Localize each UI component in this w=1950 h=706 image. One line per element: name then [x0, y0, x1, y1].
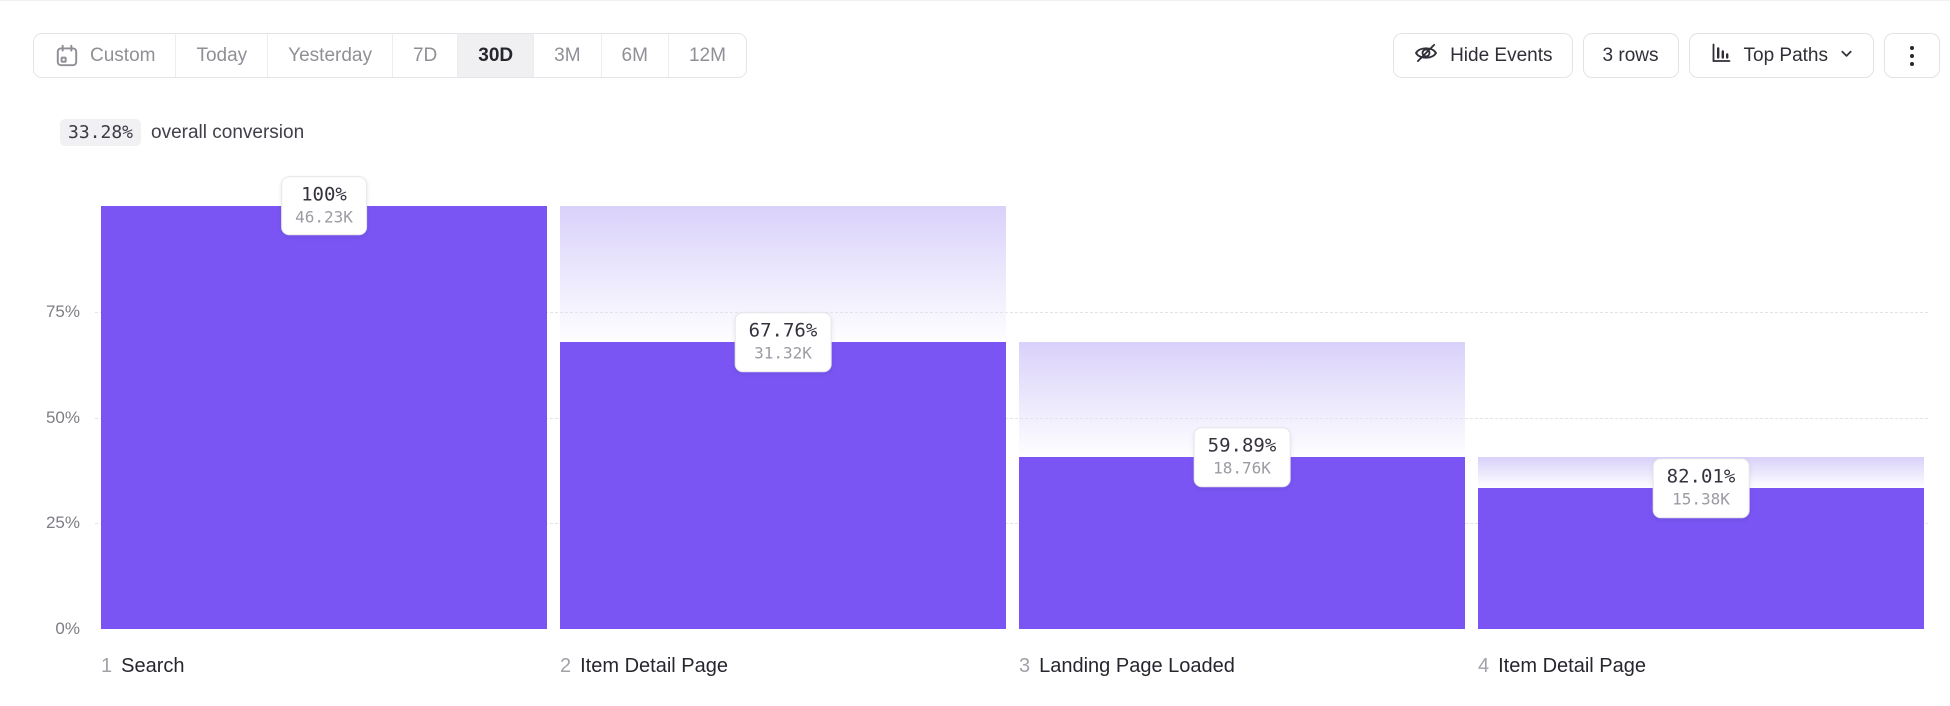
y-axis-tick: 75%: [45, 301, 80, 321]
overall-conversion-summary: 33.28% overall conversion: [60, 119, 304, 146]
more-options-button[interactable]: [1884, 33, 1940, 78]
date-range-7d[interactable]: 7D: [391, 34, 458, 77]
calendar-icon: [54, 43, 80, 69]
y-axis-tick: 25%: [45, 513, 80, 533]
funnel-bar-step-2[interactable]: [560, 342, 1006, 629]
date-range-3m[interactable]: 3M: [533, 34, 601, 77]
conversion-value-box: 67.76% 31.32K: [734, 312, 832, 373]
date-range-label: Yesterday: [288, 44, 372, 66]
date-range-30d[interactable]: 30D: [457, 34, 534, 77]
step-number: 4: [1478, 655, 1490, 677]
toolbar-actions: Hide Events 3 rows Top Paths: [1383, 33, 1940, 78]
date-range-today[interactable]: Today: [175, 34, 268, 77]
step-count: 31.32K: [754, 343, 812, 363]
y-axis-tick: 0%: [55, 619, 80, 638]
funnel-bar-step-1[interactable]: [101, 206, 547, 629]
step-name: Landing Page Loaded: [1039, 655, 1235, 677]
step-label-2[interactable]: 2 Item Detail Page: [560, 655, 728, 678]
step-count: 15.38K: [1672, 489, 1730, 509]
top-paths-label: Top Paths: [1743, 44, 1829, 66]
date-range-label: 30D: [478, 44, 514, 66]
rows-button[interactable]: 3 rows: [1582, 33, 1679, 78]
step-number: 3: [1019, 655, 1031, 677]
date-range-label: 7D: [412, 44, 438, 66]
chevron-down-icon: [1839, 45, 1854, 67]
step-count: 18.76K: [1213, 458, 1271, 478]
step-number: 1: [101, 655, 113, 677]
step-label-4[interactable]: 4 Item Detail Page: [1478, 655, 1646, 678]
date-range-picker: Custom Today Yesterday 7D 30D 3M 6M 12M: [33, 33, 747, 78]
step-label-3[interactable]: 3 Landing Page Loaded: [1019, 655, 1235, 678]
date-range-label: Today: [196, 44, 248, 66]
date-range-custom[interactable]: Custom: [34, 34, 176, 77]
gridline-50%: [95, 417, 1928, 419]
step-conversion-percent: 59.89%: [1207, 434, 1277, 457]
hide-events-label: Hide Events: [1450, 44, 1553, 66]
date-range-label: Custom: [90, 44, 156, 66]
date-range-12m[interactable]: 12M: [667, 34, 746, 77]
conversion-text: overall conversion: [151, 121, 305, 143]
step-name: Search: [121, 655, 185, 677]
conversion-value-box: 82.01% 15.38K: [1652, 458, 1750, 519]
step-count: 46.23K: [295, 206, 353, 226]
gridline-25%: [95, 523, 1928, 525]
step-conversion-percent: 100%: [301, 183, 347, 206]
toolbar: Custom Today Yesterday 7D 30D 3M 6M 12M Hide Ev…: [33, 33, 1940, 78]
gridline-75%: [95, 311, 1928, 313]
step-name: Item Detail Page: [1498, 655, 1646, 677]
step-conversion-percent: 82.01%: [1666, 465, 1736, 488]
kebab-menu-icon: [1910, 45, 1914, 66]
chart-bars-icon: [1709, 41, 1733, 71]
step-conversion-percent: 67.76%: [748, 319, 818, 342]
eye-off-icon: [1413, 40, 1439, 72]
date-range-label: 6M: [621, 44, 648, 66]
hide-events-button[interactable]: Hide Events: [1393, 33, 1573, 78]
step-name: Item Detail Page: [580, 655, 728, 677]
rows-label: 3 rows: [1602, 44, 1659, 66]
top-paths-button[interactable]: Top Paths: [1688, 33, 1874, 78]
top-divider: [0, 0, 1950, 1]
step-number: 2: [560, 655, 572, 677]
date-range-yesterday[interactable]: Yesterday: [267, 34, 392, 77]
date-range-6m[interactable]: 6M: [600, 34, 668, 77]
y-axis-tick: 50%: [45, 407, 80, 427]
conversion-value-chip: 33.28%: [60, 119, 142, 146]
date-range-label: 3M: [554, 44, 581, 66]
conversion-value-box: 100% 46.23K: [281, 176, 367, 236]
date-range-label: 12M: [688, 44, 726, 66]
step-label-1[interactable]: 1 Search: [101, 655, 185, 678]
conversion-value-box: 59.89% 18.76K: [1193, 427, 1291, 488]
